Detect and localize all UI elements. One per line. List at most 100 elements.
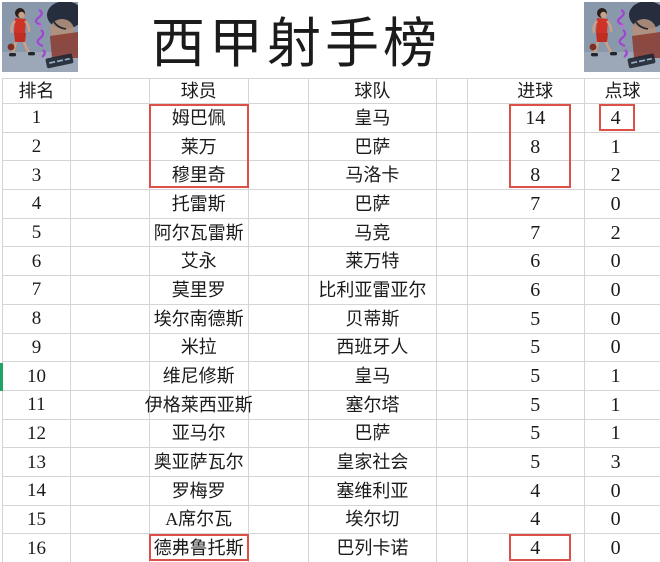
- cell-player: 阿尔瓦雷斯: [149, 218, 249, 248]
- cell-player: 维尼修斯: [149, 362, 249, 391]
- cell-spacer-2: [249, 534, 309, 562]
- cell-goals: 6: [468, 276, 586, 305]
- cell-spacer-3: [437, 161, 469, 191]
- cell-spacer-1: [70, 104, 150, 133]
- cell-penalties: 1: [585, 362, 660, 391]
- table-row: 15 A席尔瓦 埃尔切 4 0: [2, 505, 660, 535]
- cell-penalties: 0: [585, 247, 660, 277]
- cell-rank: 1: [3, 104, 71, 133]
- cell-spacer-3: [437, 476, 469, 506]
- cell-goals: 14: [468, 104, 586, 133]
- cell-team: 塞维利亚: [308, 476, 438, 506]
- cell-penalties: 4: [585, 104, 660, 133]
- corner-artwork-right-icon: [584, 2, 660, 72]
- cell-team: 巴萨: [308, 190, 438, 219]
- cell-team: 埃尔切: [308, 505, 438, 535]
- cell-penalties: 0: [585, 276, 660, 305]
- cell-rank: 12: [3, 419, 71, 449]
- cell-player: 埃尔南德斯: [149, 304, 249, 334]
- cell-team: 皇家社会: [308, 448, 438, 477]
- cell-spacer-1: [70, 276, 150, 305]
- cell-rank: 4: [3, 190, 71, 219]
- table-row: 2 莱万 巴萨 8 1: [2, 132, 660, 162]
- header-row: 排名 球员 球队 进球 点球: [2, 78, 660, 104]
- cell-goals: 5: [468, 448, 586, 477]
- cell-goals: 7: [468, 190, 586, 219]
- header-cell-goals: 进球: [468, 79, 586, 104]
- cell-goals: 5: [468, 419, 586, 449]
- cell-player: 奥亚萨瓦尔: [149, 448, 249, 477]
- cell-spacer-2: [248, 104, 309, 133]
- header-spacer-3: [437, 79, 469, 104]
- cell-penalties: 1: [585, 133, 660, 162]
- cell-spacer-3: [437, 247, 469, 277]
- cell-spacer-1: [70, 390, 150, 420]
- cell-player: 莱万: [149, 132, 249, 162]
- table-row: 16 德弗鲁托斯 巴列卡诺 4 0: [2, 534, 660, 562]
- selection-fragment: [0, 363, 3, 391]
- cell-penalties: 0: [585, 506, 660, 535]
- table-row: 1 姆巴佩 皇马 14 4: [2, 104, 660, 133]
- page-title: 西甲射手榜: [151, 13, 441, 74]
- cell-spacer-2: [248, 333, 309, 363]
- table-row: 9 米拉 西班牙人 5 0: [2, 333, 660, 363]
- cell-spacer-3: [437, 132, 469, 162]
- cell-spacer-1: [70, 419, 150, 449]
- cell-spacer-1: [70, 132, 150, 162]
- header-cell-penalties: 点球: [585, 79, 660, 104]
- cell-spacer-2: [248, 505, 309, 535]
- cell-spacer-3: [437, 190, 469, 219]
- scorer-table: 排名 球员 球队 进球 点球 1 姆巴佩 皇马 14 4 2 莱万 巴萨 8 1 3 穆里奇 马洛卡 8 2 4 托雷斯巴…: [2, 78, 660, 562]
- cell-spacer-1: [70, 161, 150, 191]
- header-cell-team: 球队: [308, 79, 438, 104]
- cell-spacer-3: [437, 304, 469, 334]
- table-row: 8 埃尔南德斯 贝蒂斯 5 0: [2, 304, 660, 334]
- corner-artwork-left-icon: [2, 2, 78, 72]
- cell-spacer-2: [248, 218, 309, 248]
- cell-player: 亚马尔: [149, 419, 249, 449]
- cell-goals: 8: [468, 161, 586, 191]
- cell-player: 米拉: [149, 333, 249, 363]
- cell-rank: 14: [3, 476, 71, 506]
- header-spacer-1: [70, 79, 150, 104]
- cell-goals: 5: [468, 304, 586, 334]
- cell-spacer-1: [70, 190, 150, 219]
- cell-penalties: 2: [585, 219, 660, 248]
- header-spacer-2: [248, 79, 309, 104]
- cell-rank: 3: [3, 161, 71, 191]
- cell-penalties: 0: [585, 305, 660, 334]
- cell-player: A席尔瓦: [149, 505, 249, 535]
- cell-player: 德弗鲁托斯: [150, 534, 249, 562]
- cell-spacer-2: [248, 476, 309, 506]
- cell-rank: 6: [3, 247, 71, 277]
- table-row: 12 亚马尔 巴萨 5 1: [2, 419, 660, 449]
- cell-team: 塞尔塔: [308, 390, 438, 420]
- cell-team: 皇马: [308, 362, 438, 391]
- cell-player: 穆里奇: [149, 161, 249, 191]
- cell-spacer-2: [248, 304, 309, 334]
- cell-team: 比利亚雷亚尔: [308, 276, 438, 305]
- cell-goals: 4: [468, 476, 586, 506]
- cell-player: 托雷斯: [149, 190, 249, 219]
- cell-spacer-2: [248, 190, 309, 219]
- cell-spacer-2: [248, 247, 309, 277]
- cell-spacer-2: [248, 362, 309, 391]
- cell-penalties: 1: [585, 420, 660, 449]
- cell-spacer-1: [70, 333, 150, 363]
- table-row: 5 阿尔瓦雷斯 马竞 7 2: [2, 218, 660, 248]
- table-row: 10 维尼修斯 皇马 5 1: [2, 362, 660, 391]
- cell-spacer-3: [437, 505, 469, 535]
- cell-spacer-2: [248, 419, 309, 449]
- cell-spacer-3: [437, 104, 469, 133]
- table-row: 13 奥亚萨瓦尔 皇家社会 5 3: [2, 448, 660, 477]
- header-cell-rank: 排名: [3, 79, 71, 104]
- table-row: 4 托雷斯 巴萨 7 0: [2, 190, 660, 219]
- cell-penalties: 2: [585, 161, 660, 191]
- cell-spacer-1: [70, 448, 150, 477]
- cell-spacer-2: [248, 161, 309, 191]
- cell-rank: 13: [3, 448, 71, 477]
- cell-spacer-1: [70, 476, 150, 506]
- cell-spacer-2: [248, 390, 309, 420]
- cell-team: 巴萨: [308, 419, 438, 449]
